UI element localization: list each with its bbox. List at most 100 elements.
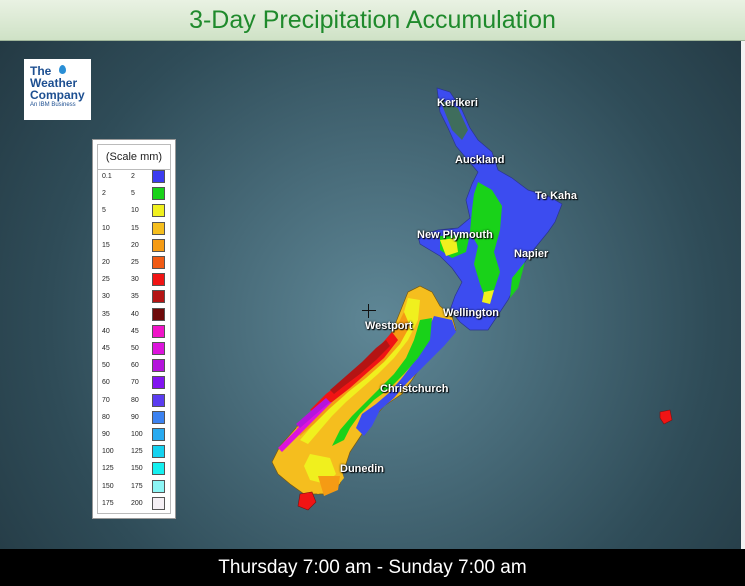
- legend-row: 5 10: [98, 203, 170, 219]
- legend-swatch: [152, 290, 165, 304]
- legend-row-min: 90: [102, 431, 110, 438]
- city-label-westport: Westport: [365, 320, 413, 332]
- legend-row-min: 125: [102, 465, 114, 473]
- legend-row-max: 50: [131, 345, 139, 352]
- legend-row: 150 175: [98, 479, 170, 495]
- legend-row-min: 100: [102, 448, 114, 456]
- legend-row-max: 100: [131, 431, 143, 438]
- legend-row-max: 20: [131, 241, 139, 249]
- legend-row-min: 0.1: [102, 173, 112, 180]
- legend-row: 0.1 2: [98, 169, 170, 185]
- legend-row: 100 125: [98, 444, 170, 460]
- page-title: 3-Day Precipitation Accumulation: [189, 5, 556, 34]
- legend-inner: (Scale mm) 0.1 2 2 5 5 10 10 15 15 20 20 25 25 30 30 35…: [97, 144, 171, 514]
- legend-row: 15 20: [98, 238, 170, 254]
- legend-row: 60 70: [98, 375, 170, 391]
- legend-row: 40 45: [98, 324, 170, 340]
- legend-row-max: 70: [131, 379, 139, 387]
- legend-row-min: 50: [102, 362, 110, 370]
- legend-row-max: 80: [131, 396, 139, 404]
- legend-row-min: 80: [102, 413, 110, 421]
- city-label-auckland: Auckland: [455, 154, 505, 166]
- legend-row-max: 175: [131, 482, 143, 490]
- legend-swatch: [152, 273, 165, 287]
- legend-row-min: 25: [102, 276, 110, 284]
- legend-swatch: [152, 187, 165, 201]
- legend-row: 50 60: [98, 358, 170, 374]
- legend-row-max: 60: [131, 362, 139, 370]
- legend-swatch: [152, 479, 165, 493]
- city-label-christchurch: Christchurch: [380, 383, 449, 395]
- legend-row-min: 35: [102, 310, 110, 318]
- legend-row-min: 60: [102, 379, 110, 387]
- logo-subtext: An IBM Business: [30, 102, 76, 108]
- legend-row-max: 40: [131, 310, 139, 318]
- legend-row-max: 125: [131, 448, 143, 456]
- time-range-label: Thursday 7:00 am - Sunday 7:00 am: [218, 556, 527, 578]
- legend-swatch: [152, 445, 165, 459]
- legend-row: 90 100: [98, 427, 170, 443]
- legend-row: 25 30: [98, 272, 170, 288]
- legend-swatch: [152, 324, 165, 338]
- legend-row: 70 80: [98, 393, 170, 409]
- legend-row-max: 5: [131, 190, 135, 198]
- legend-row-max: 30: [131, 276, 139, 284]
- legend-row-min: 175: [102, 499, 114, 507]
- logo-text-line1: The: [30, 64, 52, 78]
- legend-row: 80 90: [98, 410, 170, 426]
- legend-row-min: 40: [102, 327, 110, 335]
- legend-row-max: 90: [131, 413, 139, 421]
- precipitation-legend: (Scale mm) 0.1 2 2 5 5 10 10 15 15 20 20 25 25 30 30 35…: [92, 139, 176, 519]
- legend-swatch: [152, 221, 165, 235]
- legend-row-max: 45: [131, 327, 139, 335]
- legend-row-max: 2: [131, 173, 135, 180]
- legend-row-min: 15: [102, 241, 110, 249]
- legend-row-min: 45: [102, 345, 110, 352]
- legend-row-min: 5: [102, 207, 106, 215]
- stewart-island: [297, 491, 317, 511]
- legend-row-max: 200: [131, 499, 143, 507]
- legend-header: (Scale mm): [98, 145, 170, 170]
- legend-row: 45 50: [98, 341, 170, 357]
- legend-row-min: 30: [102, 293, 110, 301]
- city-label-new-plymouth: New Plymouth: [417, 229, 493, 241]
- legend-row: 10 15: [98, 221, 170, 237]
- precipitation-map[interactable]: The Weather Company An IBM Business (Sca…: [0, 41, 745, 549]
- logo-text-line3: Company: [30, 88, 85, 102]
- legend-row-max: 15: [131, 224, 139, 232]
- legend-row-max: 35: [131, 293, 139, 301]
- legend-swatch: [152, 496, 165, 510]
- legend-row: 125 150: [98, 461, 170, 477]
- chatham-islands: [659, 409, 673, 425]
- legend-row: 30 35: [98, 289, 170, 305]
- weather-company-logo: The Weather Company An IBM Business: [24, 59, 91, 120]
- city-label-te-kaha: Te Kaha: [535, 190, 577, 202]
- droplet-icon: [59, 65, 66, 74]
- legend-swatch: [152, 359, 165, 373]
- logo-text-line2: Weather: [30, 76, 78, 90]
- legend-row-max: 10: [131, 207, 139, 215]
- right-edge: [741, 41, 745, 549]
- legend-row-min: 2: [102, 190, 106, 198]
- legend-swatch: [152, 376, 165, 390]
- city-label-napier: Napier: [514, 248, 549, 260]
- legend-swatch: [152, 170, 165, 183]
- legend-row-min: 20: [102, 259, 110, 266]
- legend-row-min: 150: [102, 482, 114, 490]
- crosshair-icon: [362, 304, 376, 318]
- legend-row-max: 150: [131, 465, 143, 473]
- city-label-wellington: Wellington: [443, 307, 500, 319]
- legend-swatch: [152, 410, 165, 424]
- legend-row-min: 70: [102, 396, 110, 404]
- legend-swatch: [152, 307, 165, 321]
- legend-row-min: 10: [102, 224, 110, 232]
- title-bar: 3-Day Precipitation Accumulation: [0, 0, 745, 41]
- legend-row: 20 25: [98, 255, 170, 271]
- legend-swatch: [152, 393, 165, 407]
- legend-swatch: [152, 256, 165, 269]
- legend-swatch: [152, 462, 165, 476]
- city-label-dunedin: Dunedin: [340, 463, 384, 475]
- legend-swatch: [152, 204, 165, 218]
- legend-row: 175 200: [98, 496, 170, 512]
